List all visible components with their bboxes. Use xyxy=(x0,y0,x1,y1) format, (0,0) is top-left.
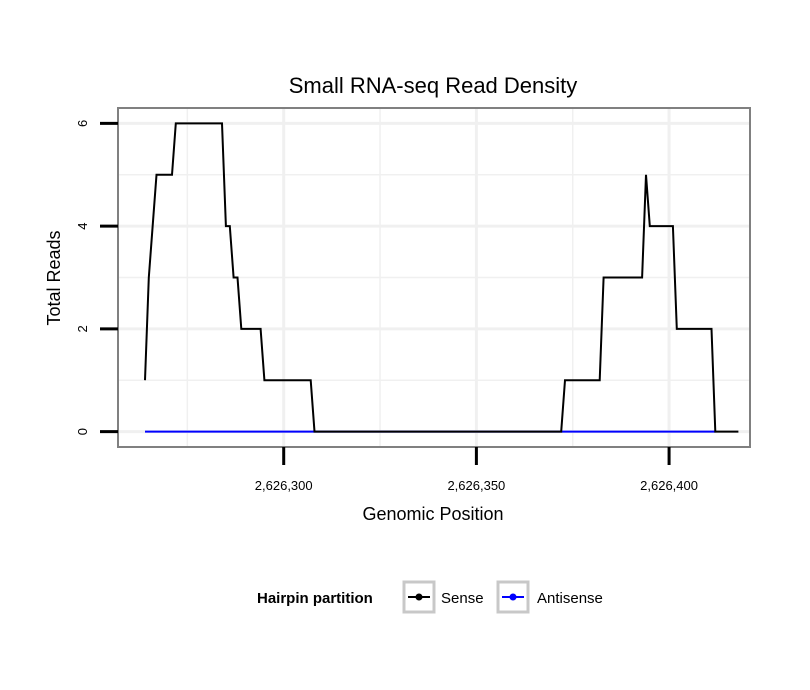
y-tick-label: 4 xyxy=(75,223,90,230)
y-tick-labels: 0 2 4 6 xyxy=(75,120,90,435)
legend-marker-sense xyxy=(415,593,423,601)
legend-title: Hairpin partition xyxy=(257,590,373,607)
legend-label-sense: Sense xyxy=(441,590,484,607)
legend: Hairpin partition Sense Antisense xyxy=(257,580,603,614)
plot-panel-border xyxy=(117,107,751,448)
legend-marker-antisense xyxy=(509,593,517,601)
x-tick-label: 2,626,400 xyxy=(640,478,698,493)
x-tick-labels: 2,626,300 2,626,350 2,626,400 xyxy=(255,478,698,493)
y-axis-title: Total Reads xyxy=(44,230,64,325)
series-lines xyxy=(144,122,739,433)
y-tick-label: 0 xyxy=(75,428,90,435)
legend-entry-sense: Sense xyxy=(402,580,484,614)
legend-label-antisense: Antisense xyxy=(537,590,603,607)
y-tick-label: 2 xyxy=(75,325,90,332)
x-axis-title: Genomic Position xyxy=(362,504,503,524)
x-tick-label: 2,626,350 xyxy=(447,478,505,493)
legend-entry-antisense: Antisense xyxy=(496,580,603,614)
chart-title: Small RNA-seq Read Density xyxy=(289,73,578,98)
x-tick-label: 2,626,300 xyxy=(255,478,313,493)
y-tick-label: 6 xyxy=(75,120,90,127)
axis-ticks xyxy=(100,121,671,465)
series-line-sense xyxy=(144,122,739,433)
